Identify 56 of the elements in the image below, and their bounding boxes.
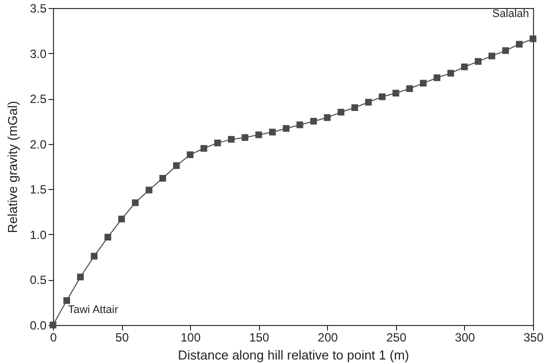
x-tick-label: 150 bbox=[249, 330, 270, 344]
point bbox=[296, 121, 304, 128]
point bbox=[186, 151, 194, 158]
y-tick-label: 3.0 bbox=[30, 46, 47, 61]
point bbox=[502, 47, 509, 54]
annotation: Salalah bbox=[492, 8, 529, 20]
y-tick-label: 2.5 bbox=[30, 92, 47, 106]
point bbox=[50, 322, 56, 328]
point bbox=[214, 140, 221, 146]
point bbox=[200, 145, 208, 152]
point bbox=[104, 234, 112, 240]
y-tick-label: 0.0 bbox=[30, 318, 47, 332]
point bbox=[173, 162, 180, 169]
point bbox=[406, 85, 413, 92]
point bbox=[378, 93, 386, 100]
point bbox=[159, 174, 166, 182]
point bbox=[338, 108, 344, 116]
point bbox=[365, 98, 372, 106]
y-tick-label: 2.0 bbox=[30, 137, 47, 152]
point bbox=[146, 186, 152, 194]
point bbox=[530, 35, 536, 42]
y-tick-label: 0.5 bbox=[30, 273, 47, 288]
point bbox=[255, 131, 262, 138]
point bbox=[63, 297, 70, 304]
x-tick-label: 50 bbox=[115, 330, 130, 344]
y-tick-label: 3.5 bbox=[30, 2, 47, 16]
x-tick-label: 250 bbox=[386, 330, 407, 344]
y-axis-title: Relative gravity (mGal) bbox=[4, 100, 20, 234]
point bbox=[310, 118, 317, 125]
point bbox=[447, 70, 454, 77]
point bbox=[392, 90, 400, 96]
point bbox=[77, 274, 84, 280]
point bbox=[228, 136, 235, 143]
x-tick-label: 350 bbox=[523, 330, 544, 344]
point bbox=[132, 199, 139, 206]
point bbox=[488, 52, 496, 60]
x-axis-title: Distance along hill relative to point 1 (m) bbox=[178, 348, 410, 362]
x-tick-label: 100 bbox=[180, 330, 201, 344]
x-tick-label: 0 bbox=[50, 330, 58, 344]
point bbox=[434, 74, 440, 82]
point bbox=[324, 114, 331, 121]
point bbox=[90, 252, 98, 260]
y-tick-label: 1.0 bbox=[30, 228, 47, 242]
point bbox=[282, 125, 290, 132]
point bbox=[269, 128, 276, 136]
point bbox=[420, 80, 427, 87]
annotation: Tawi Attair bbox=[68, 304, 118, 316]
point bbox=[461, 64, 468, 70]
y-tick-label: 1.5 bbox=[30, 182, 47, 197]
point bbox=[118, 216, 125, 222]
point bbox=[474, 58, 482, 65]
point bbox=[351, 104, 358, 111]
x-tick-label: 300 bbox=[454, 330, 476, 344]
x-tick-label: 200 bbox=[318, 330, 338, 344]
point bbox=[516, 40, 523, 48]
point bbox=[242, 134, 248, 141]
